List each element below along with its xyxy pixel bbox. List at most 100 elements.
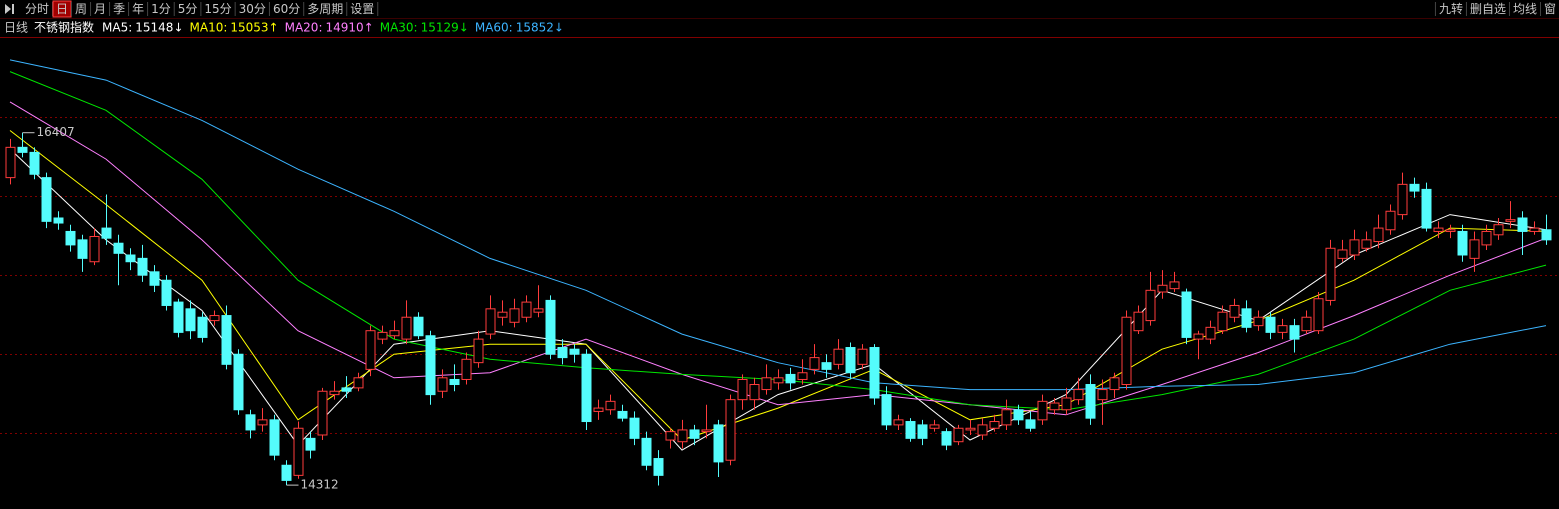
candle-body	[929, 424, 940, 429]
toolbar-button[interactable]: 1分	[148, 1, 175, 17]
candle	[1025, 411, 1036, 432]
legend-value: 15129↓	[421, 21, 469, 35]
candle-body	[173, 301, 184, 333]
candle-body	[1217, 311, 1228, 332]
button-label: 日	[56, 2, 68, 16]
candle-body	[545, 299, 556, 355]
candle-body	[653, 458, 664, 476]
toolbar-button[interactable]: 均线	[1508, 2, 1537, 16]
candle	[641, 431, 652, 471]
toolbar-button[interactable]: 60分	[270, 1, 305, 17]
candle	[1505, 201, 1516, 229]
candle-body	[1265, 316, 1276, 333]
candle-body	[833, 348, 844, 365]
candle	[1097, 379, 1108, 425]
candle-body	[233, 353, 244, 411]
candle	[1133, 305, 1144, 335]
candle-body	[809, 357, 820, 370]
candle-body	[5, 146, 16, 179]
candle	[233, 349, 244, 415]
candle	[761, 364, 772, 395]
candle	[1013, 404, 1024, 425]
toolbar-button[interactable]: 分时	[22, 1, 54, 17]
candle	[1085, 374, 1096, 425]
toolbar-button[interactable]: 30分	[236, 1, 270, 17]
ma-line	[9, 130, 1547, 441]
candle-body	[257, 419, 268, 426]
candle	[293, 421, 304, 479]
candle-body	[65, 230, 76, 246]
candle-body	[1421, 188, 1432, 229]
candle-body	[1433, 227, 1444, 232]
button-label: 年	[132, 2, 144, 16]
candle	[353, 372, 364, 392]
candle	[1253, 310, 1264, 331]
button-label: 1分	[151, 2, 171, 16]
toolbar-button[interactable]: 15分	[201, 1, 236, 17]
candle-body	[785, 373, 796, 384]
period-label: 日线	[4, 21, 28, 35]
candle-body	[1469, 239, 1480, 259]
candle-body	[437, 377, 448, 392]
candle	[305, 431, 316, 459]
candle	[533, 285, 544, 318]
candle	[1001, 399, 1012, 430]
candle	[473, 330, 484, 368]
candle-body	[449, 378, 460, 386]
candle	[809, 344, 820, 375]
candle	[1517, 211, 1528, 255]
candle	[557, 339, 568, 365]
legend-value: 15053↑	[230, 21, 278, 35]
candle-body	[17, 146, 28, 153]
toolbar-button[interactable]: 多周期	[304, 1, 348, 17]
toolbar-arrow-icon[interactable]	[5, 4, 14, 14]
candle	[449, 364, 460, 392]
candle-body	[1289, 325, 1300, 340]
candle	[29, 147, 40, 180]
candle-body	[1037, 400, 1048, 421]
toolbar-button[interactable]: 删自选	[1465, 2, 1506, 16]
candle	[89, 228, 100, 266]
candle	[941, 428, 952, 451]
candle-body	[977, 424, 988, 436]
toolbar-button[interactable]: 季	[110, 1, 130, 17]
toolbar-button[interactable]: 周	[72, 1, 92, 17]
annotation-label: 14312	[301, 478, 339, 492]
candle-body	[1481, 230, 1492, 246]
candle	[773, 369, 784, 390]
candle-body	[701, 429, 712, 433]
toolbar-button[interactable]: 九转	[1434, 1, 1463, 16]
candle-body	[1085, 384, 1096, 419]
legend-value: 15148↓	[135, 21, 183, 35]
candle-body	[1205, 326, 1216, 340]
toolbar-button[interactable]: 月	[91, 1, 111, 17]
candle	[1385, 204, 1396, 235]
ma-line	[9, 148, 1547, 451]
candle	[329, 381, 340, 400]
candle-body	[605, 400, 616, 411]
legend-value: 14910↑	[325, 21, 373, 35]
moving-averages	[9, 59, 1547, 451]
toolbar-button[interactable]: 年	[129, 1, 149, 17]
toolbar-button[interactable]: 设置	[347, 1, 379, 17]
candle-body	[617, 410, 628, 419]
legend-name: MA60:	[475, 21, 513, 35]
candle	[737, 374, 748, 410]
toolbar-button[interactable]: 日	[52, 0, 73, 18]
candle-body	[569, 348, 580, 355]
button-label: 季	[113, 2, 125, 16]
candle-body	[185, 308, 196, 332]
candle-body	[221, 315, 232, 365]
candle	[917, 419, 928, 446]
candle-body	[1301, 316, 1312, 332]
button-label: 15分	[204, 2, 231, 16]
candle-body	[509, 308, 520, 323]
candle-body	[161, 279, 172, 306]
candle	[1541, 214, 1552, 245]
toolbar-button[interactable]: 5分	[175, 1, 202, 17]
candle	[845, 342, 856, 380]
candle-body	[581, 353, 592, 423]
toolbar-button[interactable]: 窗	[1539, 2, 1556, 16]
candle-body	[1313, 298, 1324, 332]
